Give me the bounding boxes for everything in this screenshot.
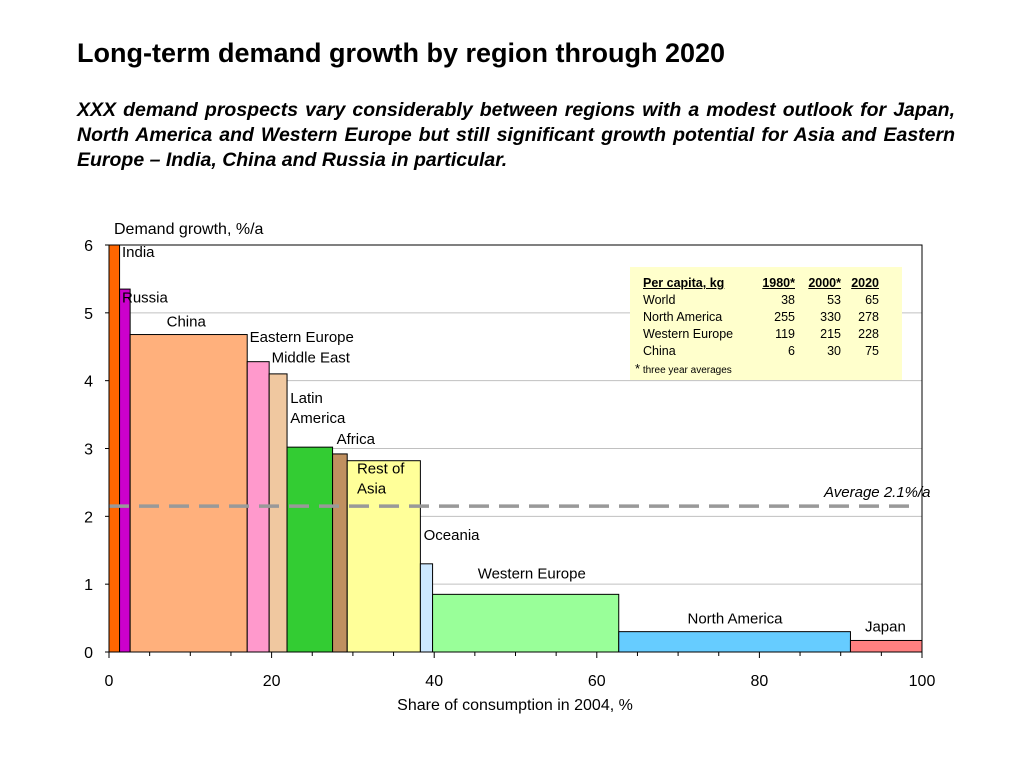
row-1980: 119 xyxy=(775,327,795,341)
y-tick-label: 2 xyxy=(84,509,93,526)
bar-label-japan: Japan xyxy=(865,619,906,636)
row-2000: 30 xyxy=(827,344,841,358)
row-2020: 65 xyxy=(865,293,879,307)
per-capita-footnote: * three year averages xyxy=(635,361,902,376)
bar-india xyxy=(108,244,121,653)
bar-label-china: China xyxy=(167,313,207,330)
bar-oceania xyxy=(419,563,434,653)
row-2020: 278 xyxy=(858,310,879,324)
x-axis-label: Share of consumption in 2004, % xyxy=(397,697,633,714)
per-capita-header-1980: 1980* xyxy=(762,276,795,290)
bar-label-eastern-europe: Eastern Europe xyxy=(250,329,354,346)
y-tick-label: 4 xyxy=(84,374,93,391)
y-tick-label: 0 xyxy=(84,645,93,662)
row-region: Western Europe xyxy=(643,327,734,341)
slide-subtitle: XXX demand prospects vary considerably b… xyxy=(77,99,955,171)
footnote-text: three year averages xyxy=(642,365,732,376)
x-tick-label: 0 xyxy=(105,673,114,690)
y-tick-label: 1 xyxy=(84,577,93,594)
average-label: Average 2.1%/a xyxy=(823,484,930,501)
y-tick-label: 5 xyxy=(84,306,93,323)
table-row: World 38 53 65 xyxy=(643,292,879,309)
bar-western-europe xyxy=(432,593,620,653)
footnote-mark: * xyxy=(635,361,641,376)
x-tick-label: 20 xyxy=(263,673,281,690)
per-capita-info-box: Per capita, kg 1980* 2000* 2020 World 38… xyxy=(630,267,902,380)
row-2000: 53 xyxy=(827,293,841,307)
per-capita-header-label: Per capita, kg xyxy=(643,276,725,290)
row-1980: 38 xyxy=(781,293,795,307)
per-capita-header-2020: 2020 xyxy=(851,276,879,290)
row-region: World xyxy=(643,293,676,307)
bar-africa xyxy=(332,453,348,653)
bar-china xyxy=(129,334,248,653)
bar-north-america xyxy=(618,631,851,653)
row-region: North America xyxy=(643,310,723,324)
row-region: China xyxy=(643,344,676,358)
chart-bars xyxy=(108,244,923,653)
bar-label-india: India xyxy=(122,244,155,261)
bar-middle-east xyxy=(268,373,288,653)
bar-label-western-europe: Western Europe xyxy=(478,566,586,583)
bar-russia xyxy=(119,288,131,653)
bar-label-oceania: Oceania xyxy=(424,527,481,544)
bar-label-latin-america: Latin America xyxy=(290,390,346,427)
table-row: North America 255 330 278 xyxy=(643,309,879,326)
table-row: Western Europe 119 215 228 xyxy=(643,326,879,343)
table-row: China 6 30 75 xyxy=(643,343,879,360)
bar-latin-america xyxy=(286,446,334,653)
x-tick-label: 60 xyxy=(588,673,606,690)
x-tick-label: 100 xyxy=(909,673,936,690)
bar-label-africa: Africa xyxy=(337,431,376,448)
y-tick-label: 6 xyxy=(84,238,93,255)
row-2020: 228 xyxy=(858,327,879,341)
bar-label-rest-of-asia: Rest of Asia xyxy=(357,461,405,498)
bar-label-russia: Russia xyxy=(122,290,169,307)
per-capita-header-row: Per capita, kg 1980* 2000* 2020 xyxy=(643,275,879,292)
row-2020: 75 xyxy=(865,344,879,358)
chart-bar-labels: India Russia China Eastern Europe Middle Eas… xyxy=(122,244,906,635)
row-2000: 215 xyxy=(820,327,841,341)
average-line-group: Average 2.1%/a xyxy=(109,484,931,508)
bar-rest-of-asia xyxy=(346,460,421,653)
bar-label-north-america: North America xyxy=(687,611,783,628)
per-capita-header-2000: 2000* xyxy=(808,276,841,290)
row-2000: 330 xyxy=(820,310,841,324)
y-tick-label: 3 xyxy=(84,442,93,459)
row-1980: 6 xyxy=(788,344,795,358)
bar-label-middle-east: Middle East xyxy=(272,349,351,366)
x-tick-label: 40 xyxy=(425,673,443,690)
slide-title: Long-term demand growth by region throug… xyxy=(77,38,726,68)
y-axis-label: Demand growth, %/a xyxy=(114,221,264,238)
per-capita-table: Per capita, kg 1980* 2000* 2020 World 38… xyxy=(643,275,879,360)
bar-japan xyxy=(849,639,923,653)
x-tick-label: 80 xyxy=(751,673,769,690)
row-1980: 255 xyxy=(774,310,795,324)
